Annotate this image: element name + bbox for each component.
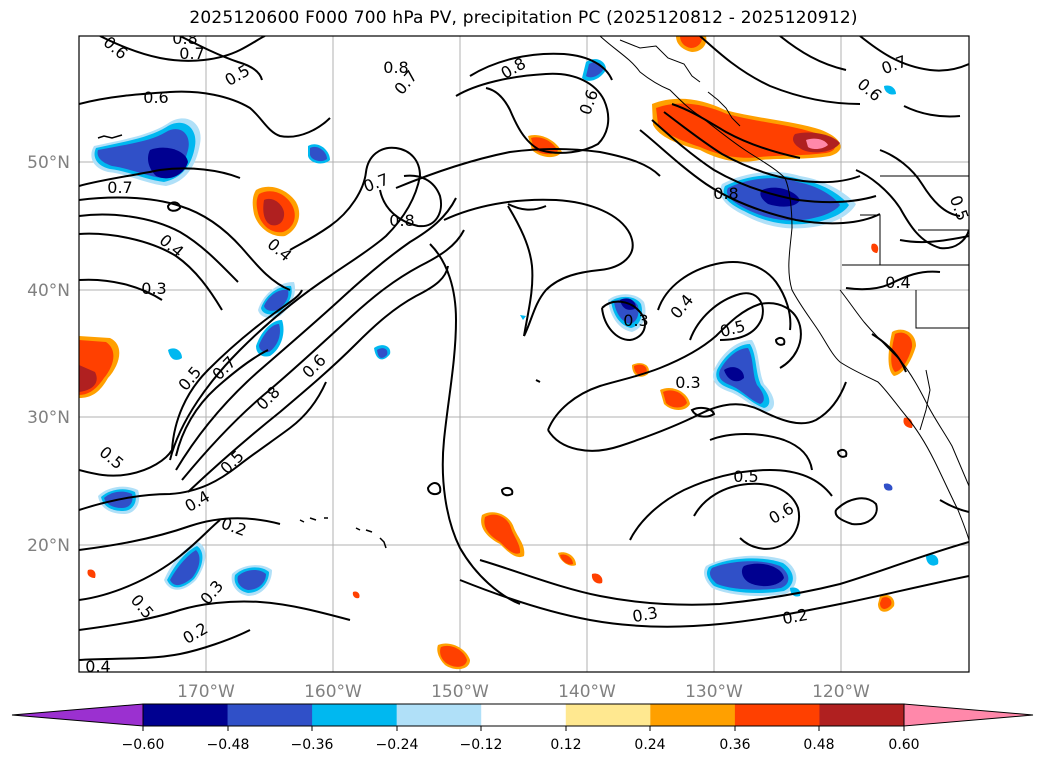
colorbar-cell xyxy=(396,704,482,726)
lat-label-20n: 20°N xyxy=(27,536,70,556)
colorbar-tick-label: −0.48 xyxy=(207,737,250,753)
contour-label: 0.7 xyxy=(179,44,204,63)
contour-label: 0.4 xyxy=(85,657,110,676)
contour-label: 0.2 xyxy=(781,605,809,628)
contour-label: 0.3 xyxy=(141,279,166,298)
colorbar-tick-label: −0.24 xyxy=(376,737,419,753)
colorbar-tick-label: 0.12 xyxy=(550,737,581,753)
island-outlines xyxy=(97,134,387,549)
colorbar-cell xyxy=(312,704,398,726)
colorbar-cell xyxy=(650,704,736,726)
longitude-labels: 170°W 160°W 150°W 140°W 130°W 120°W xyxy=(177,682,870,702)
colorbar-tick-label: −0.36 xyxy=(291,737,334,753)
lon-label-160w: 160°W xyxy=(304,682,362,702)
colorbar-cell xyxy=(819,704,905,726)
contour-label: 0.3 xyxy=(631,603,659,626)
chart-title: 2025120600 F000 700 hPa PV, precipitatio… xyxy=(189,8,858,28)
pv-contours xyxy=(79,36,969,661)
contour-label: 0.7 xyxy=(107,178,132,197)
colorbar-tick-label: −0.60 xyxy=(122,737,165,753)
contour-label: 0.3 xyxy=(623,311,648,330)
latitude-labels: 50°N 40°N 30°N 20°N xyxy=(27,153,70,556)
colorbar-min-extension xyxy=(11,703,144,727)
lon-label-140w: 140°W xyxy=(558,682,616,702)
contour-label: 0.5 xyxy=(733,467,758,486)
lon-label-170w: 170°W xyxy=(177,682,235,702)
colorbar-cells xyxy=(143,704,905,726)
colorbar-max-extension xyxy=(903,703,1034,727)
colorbar-tick-labels: −0.60 −0.48 −0.36 −0.24 −0.12 0.12 0.24 … xyxy=(122,737,920,753)
colorbar-cell xyxy=(481,704,567,726)
colorbar-ticks xyxy=(142,726,905,731)
contour-label: 0.8 xyxy=(713,184,738,203)
colorbar-tick-label: 0.60 xyxy=(888,737,919,753)
lon-label-150w: 150°W xyxy=(431,682,489,702)
colorbar-cell xyxy=(143,704,229,726)
colorbar-cell xyxy=(734,704,820,726)
colorbar-cell xyxy=(565,704,651,726)
colorbar-tick-label: −0.12 xyxy=(460,737,503,753)
colorbar-tick-label: 0.48 xyxy=(803,737,834,753)
map-border xyxy=(78,35,970,673)
contour-label: 0.8 xyxy=(172,29,197,48)
contour-label: 0.6 xyxy=(143,88,168,107)
contour-label: 0.3 xyxy=(675,373,700,392)
lon-label-130w: 130°W xyxy=(685,682,743,702)
lon-label-120w: 120°W xyxy=(812,682,870,702)
colorbar-tick-label: 0.24 xyxy=(634,737,665,753)
contour-label: 0.4 xyxy=(885,273,910,292)
contour-label: 0.8 xyxy=(389,211,414,230)
lat-label-40n: 40°N xyxy=(27,281,70,301)
lat-label-50n: 50°N xyxy=(27,153,70,173)
contour-label: 0.8 xyxy=(383,58,408,77)
lat-label-30n: 30°N xyxy=(27,408,70,428)
colorbar: −0.60 −0.48 −0.36 −0.24 −0.12 0.12 0.24 … xyxy=(11,703,1034,753)
colorbar-cell xyxy=(227,704,313,726)
colorbar-tick-label: 0.36 xyxy=(719,737,750,753)
